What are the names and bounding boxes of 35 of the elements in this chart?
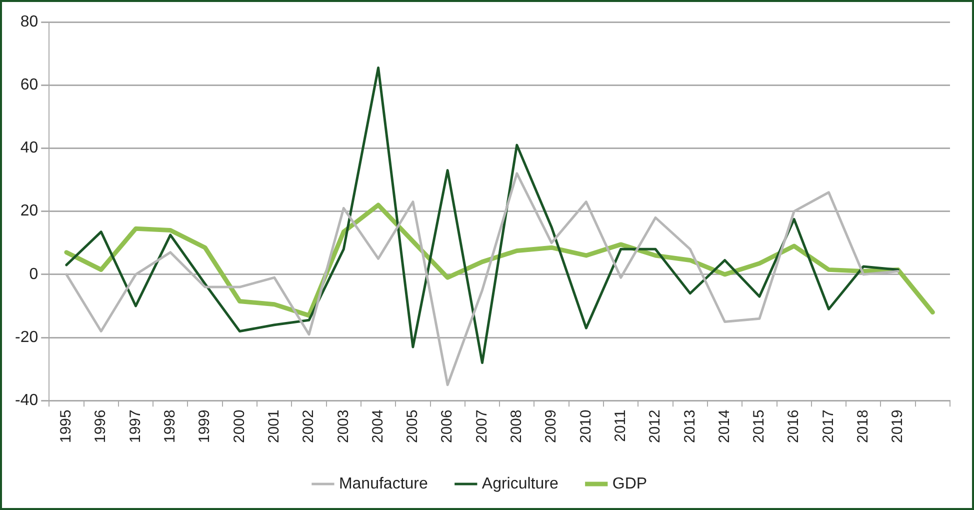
y-tick-label: 20 [20, 202, 38, 220]
legend-label: Agriculture [482, 475, 558, 492]
x-tick-label: 2017 [820, 410, 837, 444]
x-tick-label: 2006 [438, 410, 456, 444]
x-tick-label: 2002 [300, 410, 318, 444]
x-tick-label: 2000 [230, 410, 248, 444]
x-tick-label: 2001 [265, 410, 282, 444]
x-tick-label: 2019 [889, 410, 906, 444]
x-tick-label: 2004 [369, 410, 386, 444]
x-tick-label: 2005 [404, 410, 422, 444]
x-tick-label: 2016 [785, 410, 802, 444]
y-tick-label: 80 [20, 13, 38, 30]
x-tick-label: 2010 [577, 410, 594, 444]
x-tick-label: 2003 [334, 410, 352, 444]
x-tick-label: 1995 [58, 410, 75, 444]
x-tick-label: 2018 [854, 410, 872, 444]
y-tick-label: -20 [15, 328, 38, 346]
x-tick-label: 2014 [716, 410, 733, 444]
x-tick-label: 2011 [612, 410, 629, 442]
x-tick-label: 1997 [126, 410, 144, 444]
x-tick-label: 2012 [646, 410, 664, 444]
y-tick-label: -40 [15, 392, 38, 410]
x-tick-label: 2007 [473, 410, 490, 444]
x-tick-label: 2013 [681, 410, 698, 444]
legend-label: Manufacture [338, 475, 428, 492]
y-tick-label: 0 [29, 266, 38, 283]
y-tick-label: 60 [20, 76, 38, 94]
x-tick-label: 2008 [508, 410, 526, 444]
x-tick-label: 2015 [750, 410, 768, 444]
x-tick-label: 1998 [162, 410, 179, 444]
x-tick-label: 1999 [196, 410, 214, 444]
y-tick-label: 40 [20, 140, 38, 157]
legend-label: GDP [612, 475, 648, 492]
x-tick-label: 1996 [92, 410, 110, 444]
x-tick-label: 2009 [542, 410, 560, 444]
